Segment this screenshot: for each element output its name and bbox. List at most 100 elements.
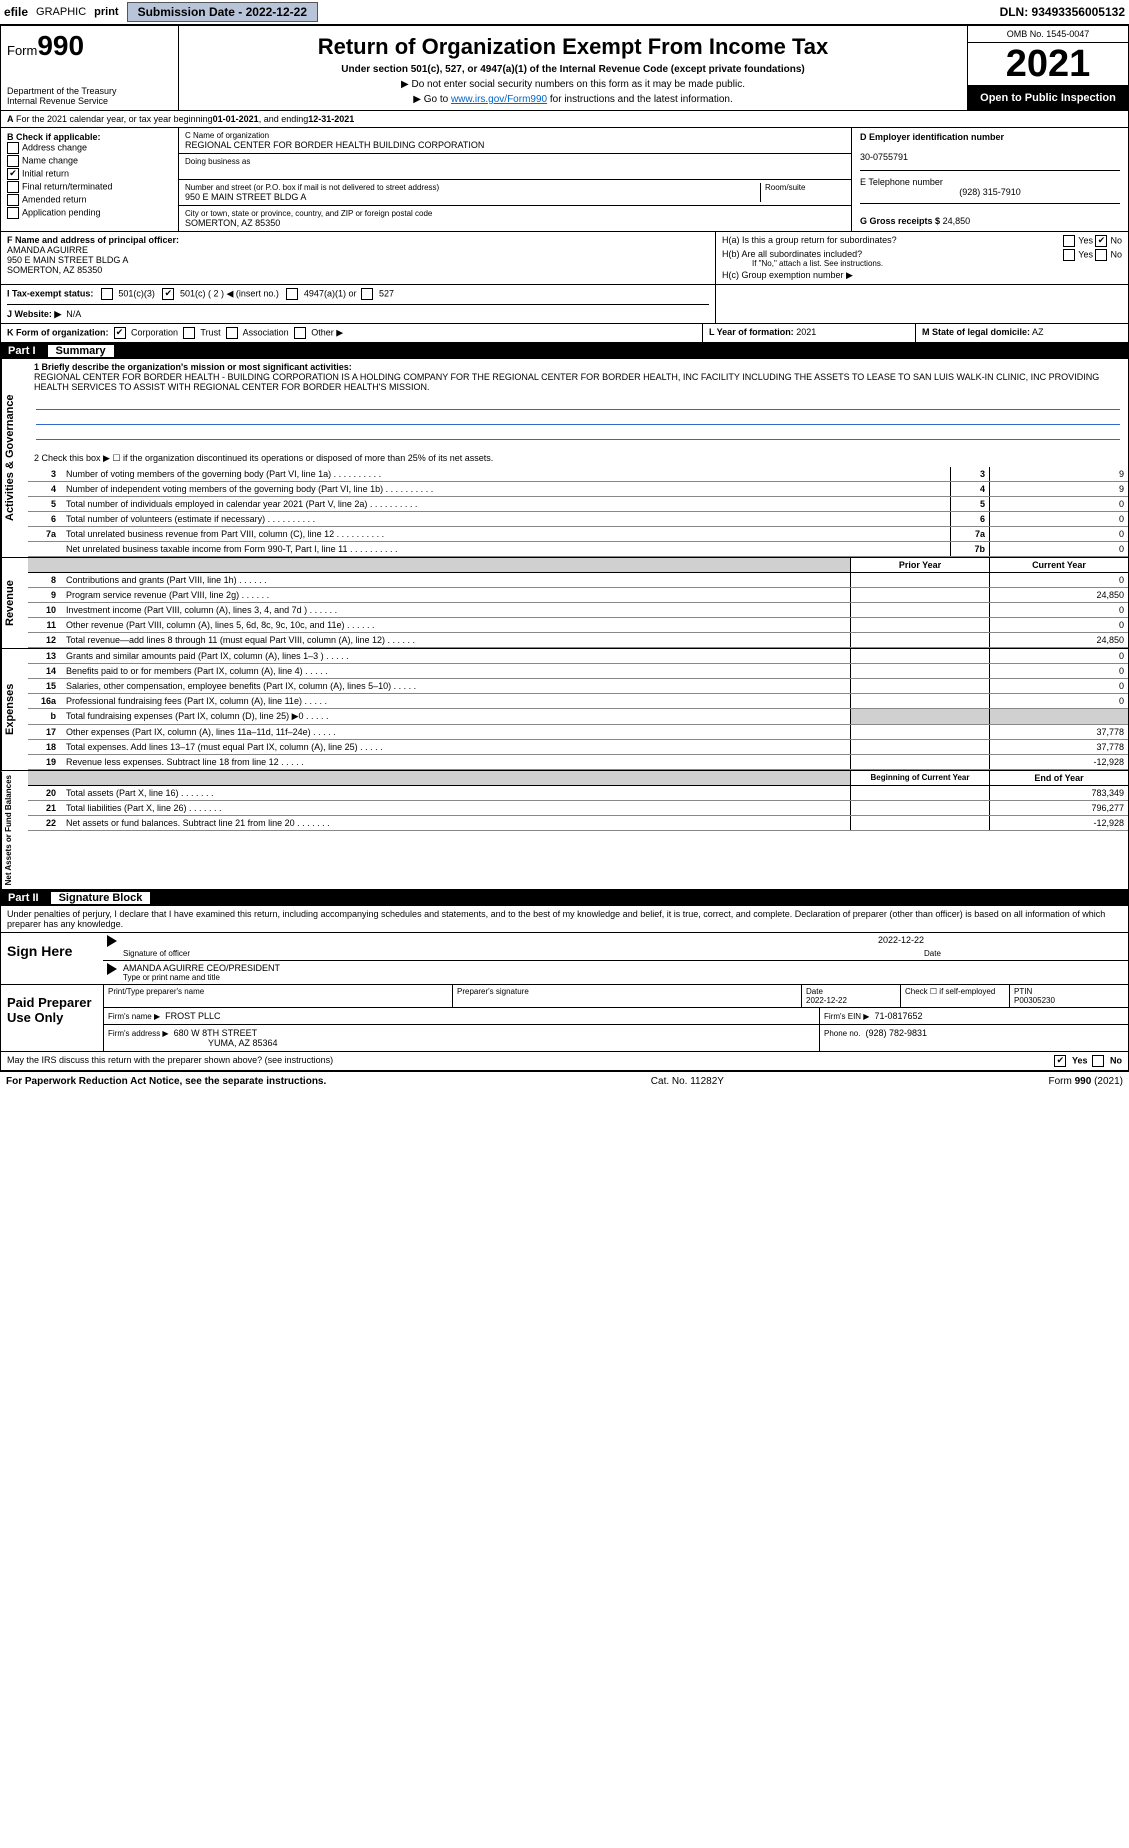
revenue-row: 9Program service revenue (Part VIII, lin… <box>28 588 1128 603</box>
ein-label: D Employer identification number <box>860 132 1004 142</box>
gov-row: 6Total number of volunteers (estimate if… <box>28 512 1128 527</box>
website-label: J Website: ▶ <box>7 309 61 319</box>
year-formation: 2021 <box>796 327 816 337</box>
phone-label: E Telephone number <box>860 177 943 187</box>
irs-link[interactable]: www.irs.gov/Form990 <box>451 94 547 105</box>
addr-label: Number and street (or P.O. box if mail i… <box>185 183 760 192</box>
pra-notice: For Paperwork Reduction Act Notice, see … <box>6 1076 326 1087</box>
ptin-value: P00305230 <box>1014 996 1055 1005</box>
gov-row: 5Total number of individuals employed in… <box>28 497 1128 512</box>
ptin-label: PTIN <box>1014 987 1032 996</box>
vert-expenses: Expenses <box>1 649 28 770</box>
expense-row: 18Total expenses. Add lines 13–17 (must … <box>28 740 1128 755</box>
form-container: efile GRAPHIC print Submission Date - 20… <box>0 0 1129 1091</box>
print-label[interactable]: print <box>94 6 118 18</box>
phone-value: (928) 315-7910 <box>860 187 1120 197</box>
check-initial-return[interactable]: Initial return <box>7 168 172 180</box>
dln-label: DLN: 93493356005132 <box>1000 5 1125 19</box>
org-address: 950 E MAIN STREET BLDG A <box>185 192 760 202</box>
omb-number: OMB No. 1545-0047 <box>968 26 1128 43</box>
firm-ein: 71-0817652 <box>874 1011 922 1021</box>
hc-exemption: H(c) Group exemption number ▶ <box>722 270 1122 281</box>
beginning-year-hdr: Beginning of Current Year <box>851 771 990 786</box>
prep-sig-label: Preparer's signature <box>452 985 801 1007</box>
expense-row: 14Benefits paid to or for members (Part … <box>28 664 1128 679</box>
dept-treasury: Department of the Treasury Internal Reve… <box>7 86 172 106</box>
gov-row: 7aTotal unrelated business revenue from … <box>28 527 1128 542</box>
form-title: Return of Organization Exempt From Incom… <box>189 34 957 60</box>
sign-here-label: Sign Here <box>1 933 103 984</box>
form-number: Form990 <box>7 30 172 62</box>
type-name-label: Type or print name and title <box>123 973 1124 982</box>
org-city: SOMERTON, AZ 85350 <box>185 218 845 228</box>
prep-name-label: Print/Type preparer's name <box>104 985 452 1007</box>
part1-header: Part I Summary <box>0 343 1129 359</box>
expense-row: 17Other expenses (Part IX, column (A), l… <box>28 725 1128 740</box>
line1-text: REGIONAL CENTER FOR BORDER HEALTH - BUIL… <box>34 372 1099 392</box>
gov-row: 4Number of independent voting members of… <box>28 482 1128 497</box>
sig-arrow-icon-2 <box>107 963 117 975</box>
officer-name: AMANDA AGUIRRE <box>7 245 88 255</box>
topbar: efile GRAPHIC print Submission Date - 20… <box>0 0 1129 25</box>
submission-date-button[interactable]: Submission Date - 2022-12-22 <box>127 2 318 22</box>
firm-name-label: Firm's name ▶ <box>108 1012 160 1021</box>
section-klm: K Form of organization: Corporation Trus… <box>0 324 1129 343</box>
firm-phone-label: Phone no. <box>824 1029 860 1038</box>
revenue-row: 8Contributions and grants (Part VIII, li… <box>28 573 1128 588</box>
ha-group-return: H(a) Is this a group return for subordin… <box>722 235 1122 245</box>
firm-addr-label: Firm's address ▶ <box>108 1029 169 1038</box>
prior-year-hdr: Prior Year <box>851 558 990 573</box>
current-year-hdr: Current Year <box>990 558 1129 573</box>
firm-ein-label: Firm's EIN ▶ <box>824 1012 869 1021</box>
prep-date: 2022-12-22 <box>806 996 847 1005</box>
declaration-text: Under penalties of perjury, I declare th… <box>0 906 1129 933</box>
officer-label: F Name and address of principal officer: <box>7 235 179 245</box>
revenue-row: 10Investment income (Part VIII, column (… <box>28 603 1128 618</box>
line1-label: 1 Briefly describe the organization's mi… <box>34 362 352 372</box>
check-amended[interactable]: Amended return <box>7 194 172 206</box>
paid-preparer-label: Paid Preparer Use Only <box>1 985 103 1051</box>
check-application[interactable]: Application pending <box>7 207 172 219</box>
revenue-row: 11Other revenue (Part VIII, column (A), … <box>28 618 1128 633</box>
firm-name: FROST PLLC <box>165 1011 220 1021</box>
firm-phone: (928) 782-9831 <box>866 1028 928 1038</box>
form-org-label: K Form of organization: <box>7 327 109 337</box>
revenue-table: Prior Year Current Year 8Contributions a… <box>28 558 1128 648</box>
gross-receipts-label: G Gross receipts $ <box>860 216 940 226</box>
check-name-change[interactable]: Name change <box>7 155 172 167</box>
form-header: Form990 Department of the Treasury Inter… <box>0 25 1129 111</box>
self-employed-check[interactable]: Check ☐ if self-employed <box>900 985 1009 1007</box>
part1-body: Activities & Governance 1 Briefly descri… <box>0 359 1129 558</box>
sig-arrow-icon <box>107 935 117 947</box>
gross-receipts-value: 24,850 <box>943 216 971 226</box>
balance-table: Beginning of Current Year End of Year 20… <box>28 771 1128 831</box>
balance-row: 20Total assets (Part X, line 16) . . . .… <box>28 786 1128 801</box>
expense-row: bTotal fundraising expenses (Part IX, co… <box>28 709 1128 725</box>
dba-label: Doing business as <box>185 157 845 166</box>
efile-label: efile <box>4 5 28 19</box>
vert-governance: Activities & Governance <box>1 359 28 557</box>
section-c-label: C Name of organization <box>185 131 845 140</box>
vert-balance: Net Assets or Fund Balances <box>1 771 28 889</box>
room-label: Room/suite <box>765 183 845 192</box>
firm-city: YUMA, AZ 85364 <box>208 1038 278 1048</box>
tax-status-label: I Tax-exempt status: <box>7 288 93 298</box>
graphic-label: GRAPHIC <box>36 6 86 18</box>
check-final-return[interactable]: Final return/terminated <box>7 181 172 193</box>
section-a-taxyear: A For the 2021 calendar year, or tax yea… <box>0 111 1129 128</box>
sig-date: 2022-12-22 <box>123 935 1124 949</box>
officer-addr1: 950 E MAIN STREET BLDG A <box>7 255 128 265</box>
section-fh: F Name and address of principal officer:… <box>0 232 1129 285</box>
expense-row: 16aProfessional fundraising fees (Part I… <box>28 694 1128 709</box>
line2: 2 Check this box ▶ ☐ if the organization… <box>28 450 1128 467</box>
sign-here-block: Sign Here 2022-12-22 Signature of office… <box>0 933 1129 985</box>
expenses-table: 13Grants and similar amounts paid (Part … <box>28 649 1128 770</box>
page-footer: For Paperwork Reduction Act Notice, see … <box>0 1071 1129 1091</box>
check-address-change[interactable]: Address change <box>7 142 172 154</box>
year-formation-label: L Year of formation: <box>709 327 794 337</box>
end-year-hdr: End of Year <box>990 771 1129 786</box>
gov-row: Net unrelated business taxable income fr… <box>28 542 1128 557</box>
balance-row: 21Total liabilities (Part X, line 26) . … <box>28 801 1128 816</box>
state-domicile-label: M State of legal domicile: <box>922 327 1030 337</box>
org-name: REGIONAL CENTER FOR BORDER HEALTH BUILDI… <box>185 140 845 150</box>
